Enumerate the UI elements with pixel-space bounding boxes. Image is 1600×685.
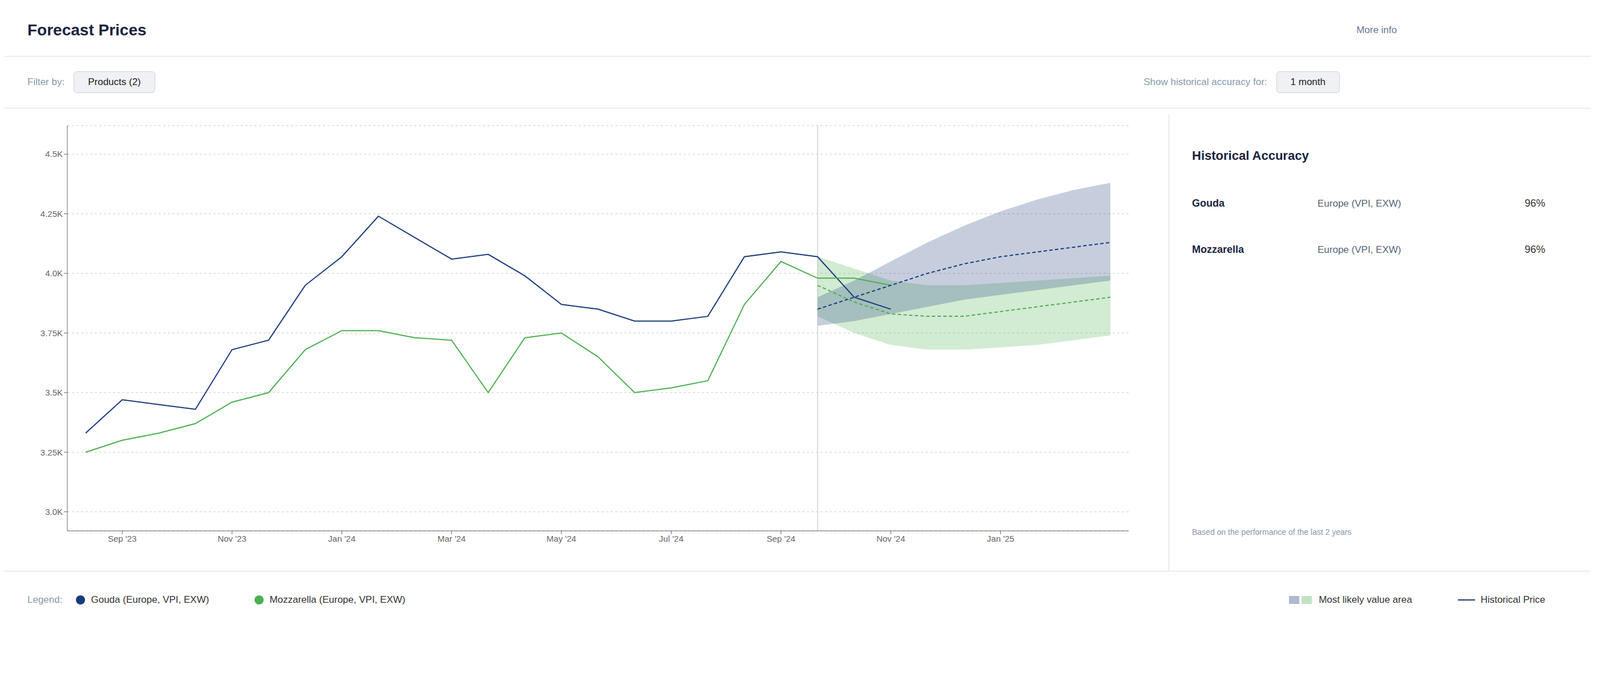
svg-text:3.0K: 3.0K xyxy=(45,506,63,517)
svg-text:Nov '23: Nov '23 xyxy=(217,533,246,544)
html-text:Forecast Prices: Forecast Prices xyxy=(27,21,147,39)
html-text:Historical Accuracy: Historical Accuracy xyxy=(1192,148,1309,163)
html-text:Show historical accuracy for:: Show historical accuracy for: xyxy=(1143,76,1268,88)
html-text:1 month: 1 month xyxy=(1290,76,1326,88)
svg-text:3.75K: 3.75K xyxy=(40,328,63,338)
html-text:96%: 96% xyxy=(1524,197,1546,209)
svg-text:4.5K: 4.5K xyxy=(45,148,63,159)
svg-text:May '24: May '24 xyxy=(546,533,577,544)
html-text:Europe (VPI, EXW): Europe (VPI, EXW) xyxy=(1317,197,1402,209)
svg-text:Nov '24: Nov '24 xyxy=(876,533,905,544)
svg-text:Sep '23: Sep '23 xyxy=(107,533,137,544)
svg-text:3.5K: 3.5K xyxy=(45,387,63,398)
html-text:Filter by:: Filter by: xyxy=(27,76,65,88)
html-text:Most likely value area: Most likely value area xyxy=(1318,594,1413,605)
html-text:Products (2): Products (2) xyxy=(87,76,141,88)
svg-text:Mar '24: Mar '24 xyxy=(437,533,467,544)
html-text:Gouda: Gouda xyxy=(1192,197,1225,209)
html-text:More info: More info xyxy=(1356,24,1397,36)
html-text:Legend:: Legend: xyxy=(27,594,63,605)
html-text:Based on the performance of th: Based on the performance of the last 2 y… xyxy=(1192,527,1352,537)
html-text:Gouda (Europe, VPI, EXW): Gouda (Europe, VPI, EXW) xyxy=(91,594,210,605)
svg-text:4.0K: 4.0K xyxy=(45,268,63,278)
svg-text:Jul '24: Jul '24 xyxy=(659,533,684,544)
html-text:Mozzarella (Europe, VPI, EXW): Mozzarella (Europe, VPI, EXW) xyxy=(269,594,406,605)
svg-text:Jan '25: Jan '25 xyxy=(987,533,1015,544)
html-text:Mozzarella: Mozzarella xyxy=(1192,243,1244,256)
html-text:96%: 96% xyxy=(1524,243,1546,256)
html-text:Europe (VPI, EXW): Europe (VPI, EXW) xyxy=(1317,243,1402,255)
svg-text:4.25K: 4.25K xyxy=(40,208,63,219)
html-text:Historical Price: Historical Price xyxy=(1480,594,1546,605)
svg-text:Jan '24: Jan '24 xyxy=(328,533,356,544)
svg-text:3.25K: 3.25K xyxy=(40,447,63,458)
svg-text:Sep '24: Sep '24 xyxy=(766,533,795,544)
